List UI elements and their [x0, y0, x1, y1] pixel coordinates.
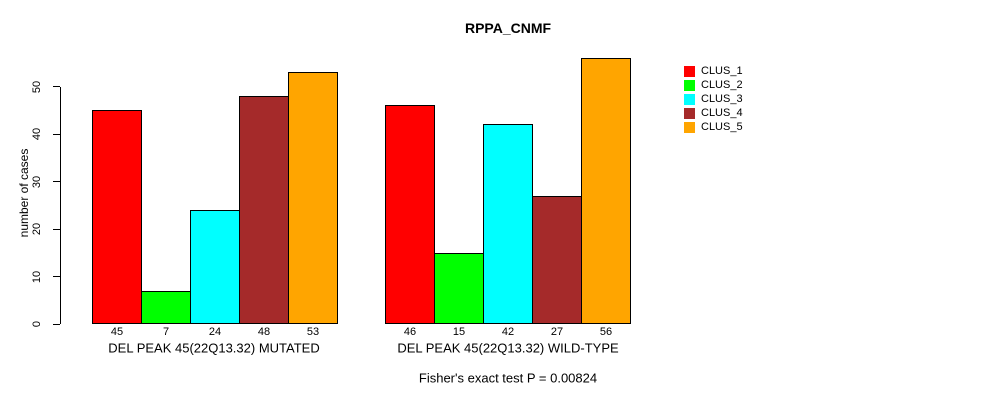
x-axis-label-mutated: DEL PEAK 45(22Q13.32) MUTATED: [108, 340, 320, 356]
bar-clus_4: [532, 196, 582, 324]
y-axis-label: number of cases: [17, 148, 31, 238]
y-tick-label: 50: [31, 80, 43, 93]
bar-clus_3: [190, 210, 240, 324]
legend-item-clus_2: CLUS_2: [684, 78, 743, 92]
y-tick-label: 40: [31, 127, 43, 141]
bar-value-label: 45: [110, 326, 124, 338]
y-axis: [60, 86, 61, 324]
bar-value-label: 7: [162, 326, 170, 338]
legend-swatch-icon: [684, 93, 695, 105]
bar-value-label: 27: [550, 326, 564, 338]
bar-clus_1: [385, 105, 435, 324]
y-tick: [53, 133, 60, 135]
y-tick: [53, 228, 60, 230]
bar-value-label: 46: [403, 326, 417, 338]
legend-item-clus_4: CLUS_4: [684, 106, 743, 120]
bar-clus_2: [434, 253, 484, 324]
bar-clus_5: [581, 58, 631, 324]
legend-item-label: CLUS_4: [701, 107, 743, 119]
bar-clus_4: [239, 96, 289, 324]
bar-clus_2: [141, 291, 191, 324]
y-tick: [53, 276, 60, 277]
legend-item-clus_1: CLUS_1: [684, 64, 743, 78]
bar-value-label: 53: [306, 326, 320, 338]
legend-item-label: CLUS_1: [701, 65, 743, 77]
bar-clus_1: [92, 110, 142, 324]
bar-value-label: 48: [257, 326, 271, 338]
annotation-fisher-test: Fisher's exact test P = 0.00824: [418, 370, 598, 386]
legend-swatch-icon: [684, 79, 695, 91]
bar-clus_5: [288, 72, 338, 324]
x-axis-label-wildtype: DEL PEAK 45(22Q13.32) WILD-TYPE: [397, 340, 619, 356]
chart-title: RPPA_CNMF: [464, 20, 552, 36]
y-tick-label: 0: [31, 320, 43, 328]
bar-value-label: 42: [501, 326, 515, 338]
legend-swatch-icon: [684, 65, 695, 77]
y-tick-label: 10: [31, 270, 43, 283]
bar-clus_3: [483, 124, 533, 324]
y-tick-label: 20: [31, 222, 43, 236]
bar-value-label: 56: [599, 326, 613, 338]
y-tick: [53, 323, 60, 325]
bar-value-label: 24: [208, 326, 222, 338]
legend-swatch-icon: [684, 121, 695, 133]
legend-item-label: CLUS_2: [701, 79, 743, 91]
legend-item-label: CLUS_5: [701, 121, 743, 133]
legend-item-clus_5: CLUS_5: [684, 120, 743, 134]
legend-swatch-icon: [684, 107, 695, 119]
y-tick-label: 30: [31, 175, 43, 188]
bar-value-label: 15: [452, 326, 466, 338]
legend-item-label: CLUS_3: [701, 93, 743, 105]
y-tick: [53, 181, 60, 182]
legend: CLUS_1 CLUS_2 CLUS_3 CLUS_4 CLUS_5: [684, 64, 743, 134]
y-tick: [53, 86, 60, 87]
legend-item-clus_3: CLUS_3: [684, 92, 743, 106]
